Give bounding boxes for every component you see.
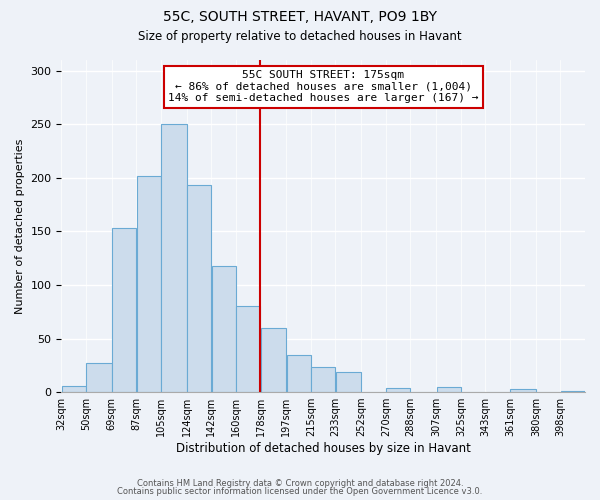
Bar xyxy=(86,363,112,392)
Text: Contains public sector information licensed under the Open Government Licence v3: Contains public sector information licen… xyxy=(118,487,482,496)
Bar xyxy=(287,354,311,392)
Text: 55C SOUTH STREET: 175sqm
← 86% of detached houses are smaller (1,004)
14% of sem: 55C SOUTH STREET: 175sqm ← 86% of detach… xyxy=(168,70,478,103)
Bar xyxy=(311,368,335,392)
X-axis label: Distribution of detached houses by size in Havant: Distribution of detached houses by size … xyxy=(176,442,470,455)
Text: Size of property relative to detached houses in Havant: Size of property relative to detached ho… xyxy=(138,30,462,43)
Text: 55C, SOUTH STREET, HAVANT, PO9 1BY: 55C, SOUTH STREET, HAVANT, PO9 1BY xyxy=(163,10,437,24)
Bar xyxy=(560,391,585,392)
Bar xyxy=(260,328,286,392)
Bar xyxy=(236,306,260,392)
Bar xyxy=(62,386,86,392)
Bar xyxy=(187,186,211,392)
Bar xyxy=(335,372,361,392)
Bar xyxy=(437,386,461,392)
Bar xyxy=(137,176,161,392)
Y-axis label: Number of detached properties: Number of detached properties xyxy=(15,138,25,314)
Bar xyxy=(386,388,410,392)
Bar xyxy=(510,389,536,392)
Bar xyxy=(212,266,236,392)
Text: Contains HM Land Registry data © Crown copyright and database right 2024.: Contains HM Land Registry data © Crown c… xyxy=(137,478,463,488)
Bar xyxy=(161,124,187,392)
Bar xyxy=(112,228,136,392)
